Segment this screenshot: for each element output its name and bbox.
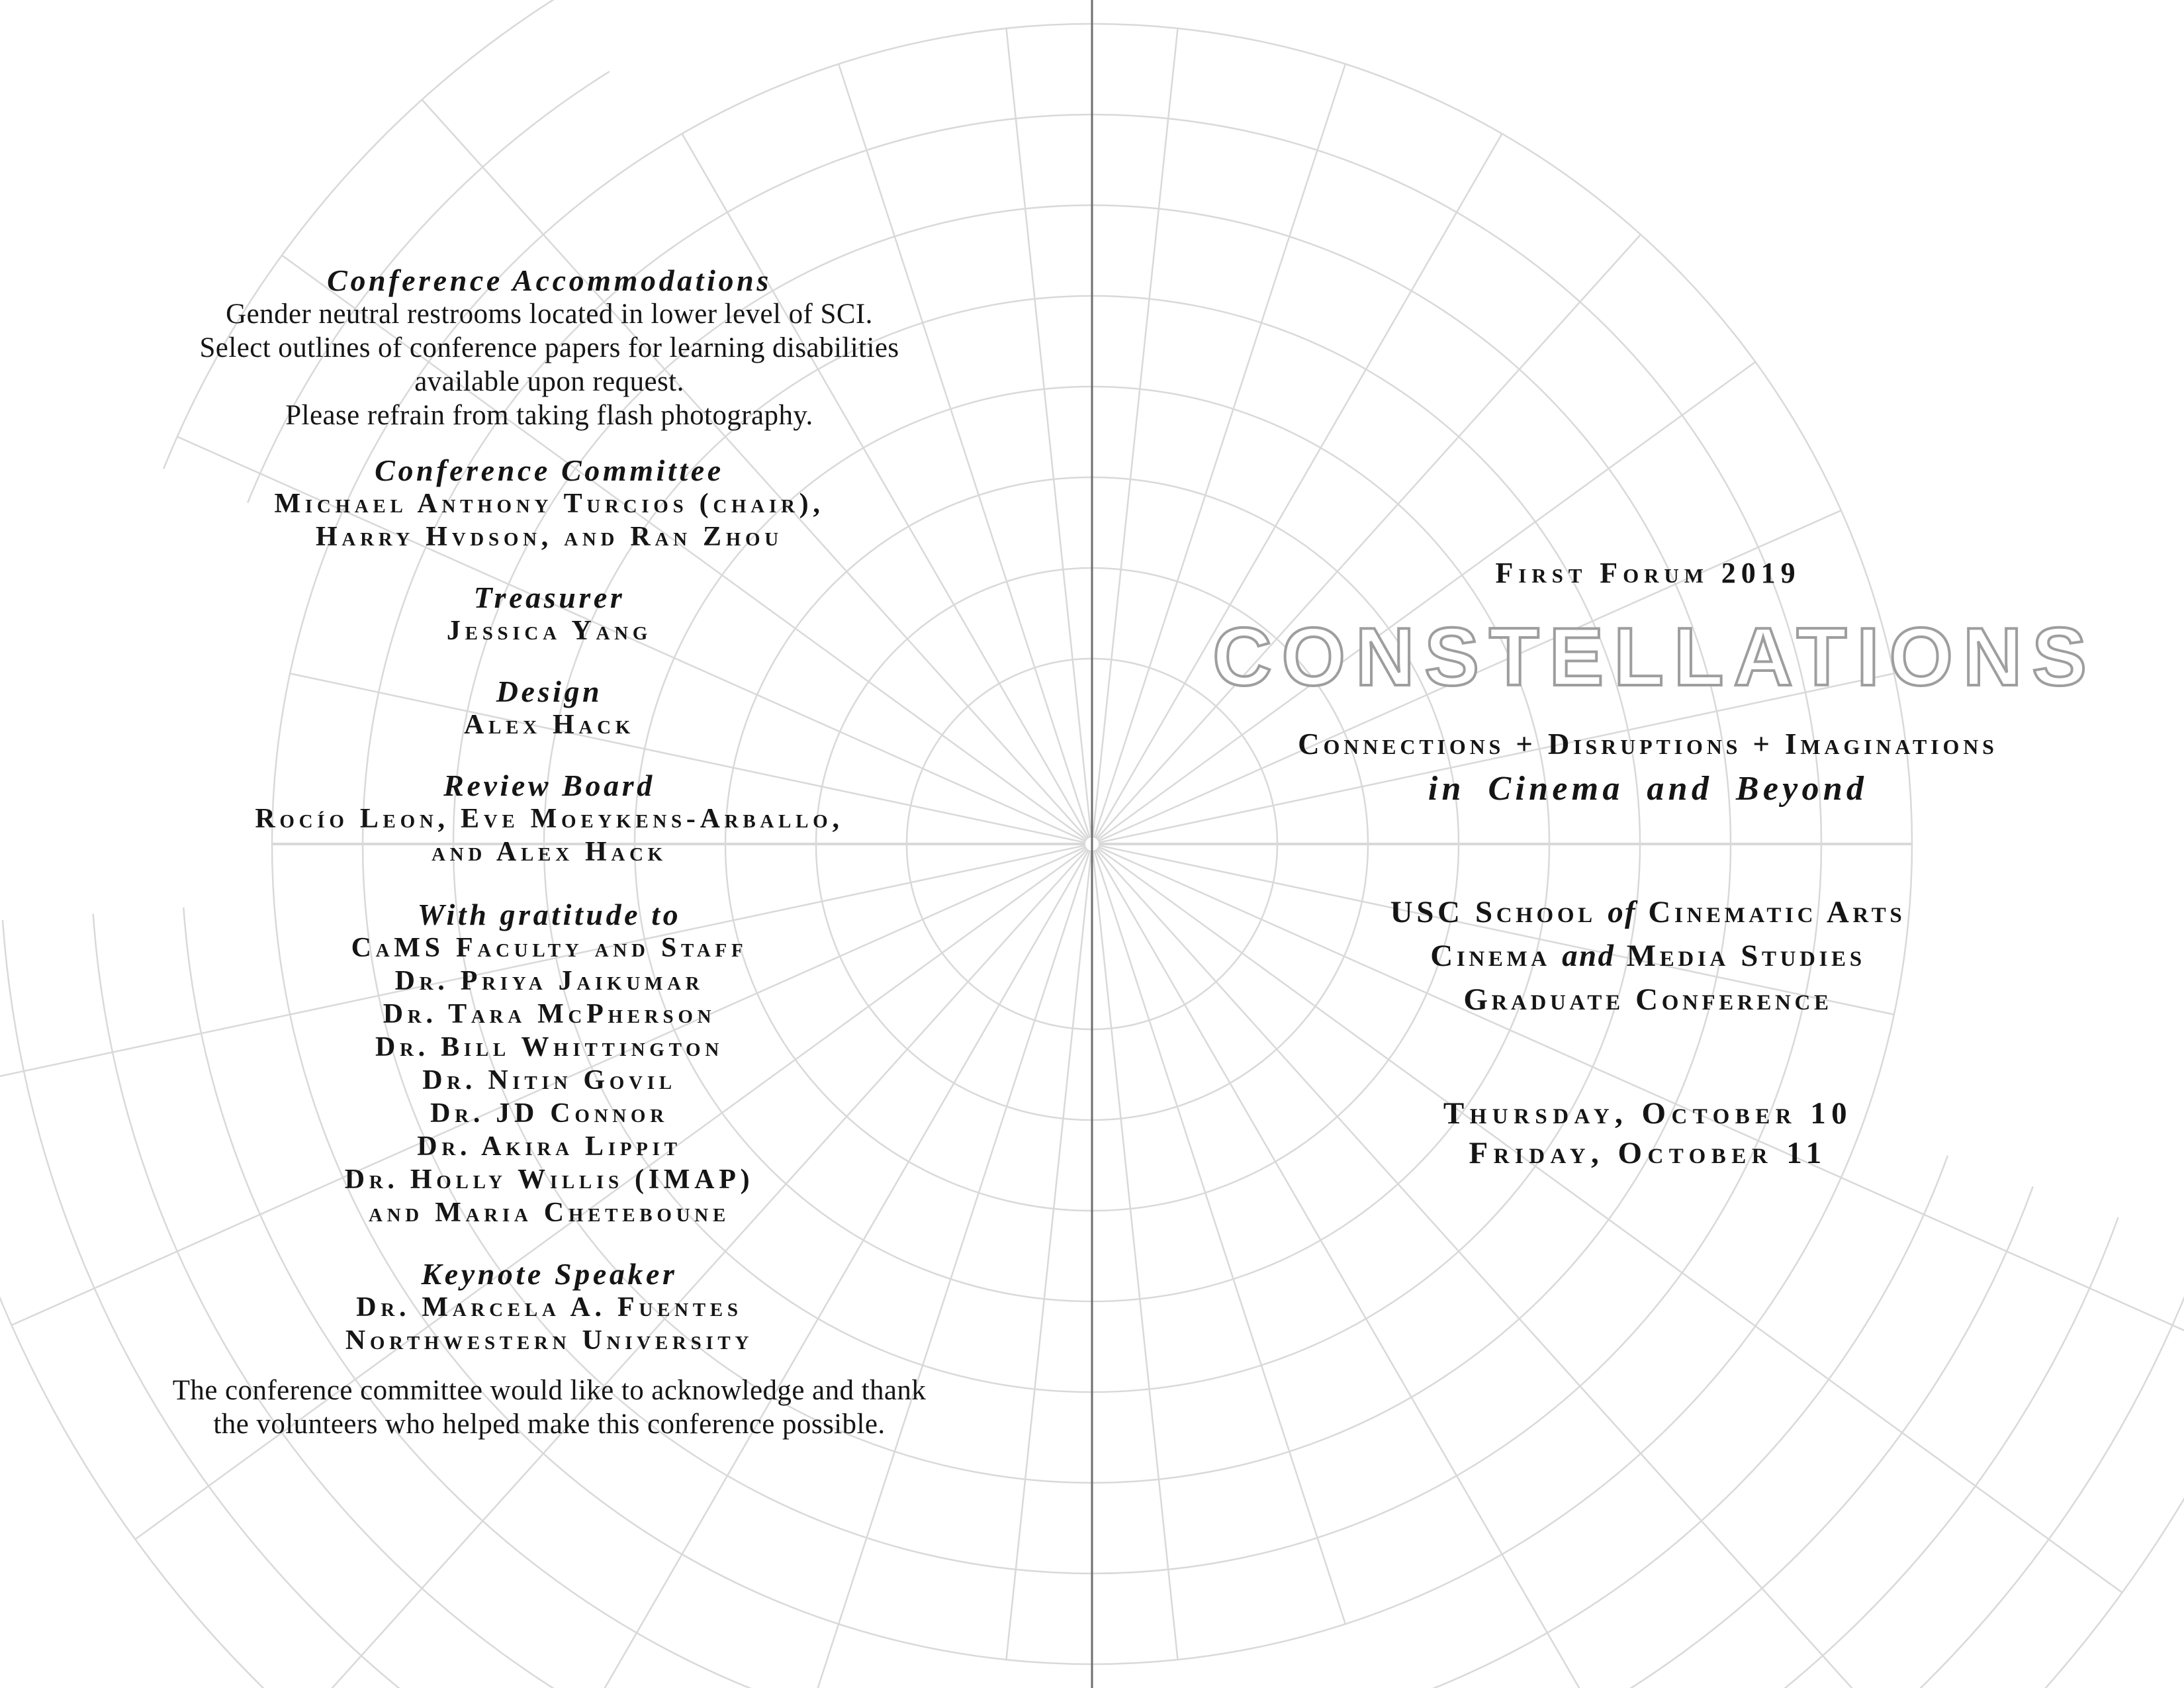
gratitude-line: Dr. JD Connor [430, 1098, 668, 1129]
treasurer-heading: Treasurer [473, 581, 625, 614]
acknowledgment-block: The conference committee would like to a… [40, 1374, 1059, 1441]
keynote-line: Dr. Marcela A. Fuentes [356, 1292, 743, 1323]
forum-label-block: First Forum 2019 [1205, 556, 2091, 590]
committee-block: Conference Committee Michael Anthony Tur… [93, 453, 1006, 553]
school-line-1a: USC School [1390, 895, 1608, 929]
review-board-line: and Alex Hack [432, 837, 667, 867]
gratitude-line: Dr. Akira Lippit [417, 1131, 682, 1162]
accommodations-line: Please refrain from taking flash photogr… [285, 400, 813, 431]
school-line-2a: Cinema [1430, 939, 1563, 973]
school-line-1: USC School of Cinematic Arts [1205, 890, 2091, 934]
review-board-heading: Review Board [443, 769, 655, 802]
design-block: Design Alex Hack [93, 675, 1006, 741]
accommodations-heading: Conference Accommodations [327, 263, 772, 297]
acknowledgment-line: The conference committee would like to a… [172, 1375, 927, 1406]
keynote-block: Keynote Speaker Dr. Marcela A. Fuentes N… [93, 1257, 1006, 1357]
accommodations-line: Select outlines of conference papers for… [199, 332, 899, 363]
gratitude-line: Dr. Tara McPherson [383, 999, 716, 1029]
tagline2-line: in Cinema and Beyond [1428, 770, 1868, 808]
tagline-block: Connections + Disruptions + Imaginations [1205, 727, 2091, 761]
gratitude-line: Dr. Priya Jaikumar [394, 966, 704, 996]
tagline2-block: in Cinema and Beyond [1205, 769, 2091, 808]
acknowledgment-line: the volunteers who helped make this conf… [213, 1409, 886, 1440]
accommodations-block: Conference Accommodations Gender neutral… [93, 263, 1006, 432]
design-heading: Design [496, 675, 603, 708]
gratitude-line: and Maria Cheteboune [368, 1197, 731, 1228]
school-line-1b: of [1608, 895, 1637, 929]
review-board-line: Rocío Leon, Eve Moeykens-Arballo, [255, 804, 844, 834]
gratitude-line: Dr. Holly Willis (IMAP) [344, 1164, 754, 1195]
keynote-line: Northwestern University [345, 1325, 754, 1356]
gratitude-line: CaMS Faculty and Staff [351, 933, 748, 963]
school-line-2b: and [1562, 939, 1615, 973]
school-line-3: Graduate Conference [1463, 982, 1833, 1017]
main-title-block: CONSTELLATIONS [1125, 610, 2184, 704]
keynote-heading: Keynote Speaker [421, 1257, 678, 1291]
tagline-line: Connections + Disruptions + Imaginations [1298, 727, 1998, 761]
treasurer-block: Treasurer Jessica Yang [93, 581, 1006, 647]
school-line-2: Cinema and Media Studies [1205, 934, 2091, 978]
gratitude-line: Dr. Bill Whittington [375, 1032, 724, 1062]
school-block: USC School of Cinematic Arts Cinema and … [1205, 890, 2091, 1021]
committee-line: Michael Anthony Turcios (chair), [274, 489, 825, 519]
main-title: CONSTELLATIONS [1211, 610, 2097, 704]
date-line: Thursday, October 10 [1443, 1096, 1853, 1131]
committee-heading: Conference Committee [375, 453, 724, 487]
forum-label: First Forum 2019 [1495, 557, 1801, 589]
date-line: Friday, October 11 [1469, 1136, 1827, 1170]
school-line-1c: Cinematic Arts [1637, 895, 1906, 929]
review-board-block: Review Board Rocío Leon, Eve Moeykens-Ar… [93, 769, 1006, 868]
design-name: Alex Hack [463, 710, 635, 740]
dates-block: Thursday, October 10 Friday, October 11 [1205, 1094, 2091, 1173]
accommodations-line: Gender neutral restrooms located in lowe… [226, 299, 873, 330]
committee-line: Harry Hvdson, and Ran Zhou [316, 522, 783, 552]
treasurer-name: Jessica Yang [446, 616, 653, 646]
gratitude-block: With gratitude to CaMS Faculty and Staff… [93, 898, 1006, 1229]
school-line-2c: Media Studies [1615, 939, 1866, 973]
gratitude-line: Dr. Nitin Govil [422, 1065, 676, 1096]
accommodations-line: available upon request. [414, 366, 684, 397]
gratitude-heading: With gratitude to [417, 898, 682, 931]
